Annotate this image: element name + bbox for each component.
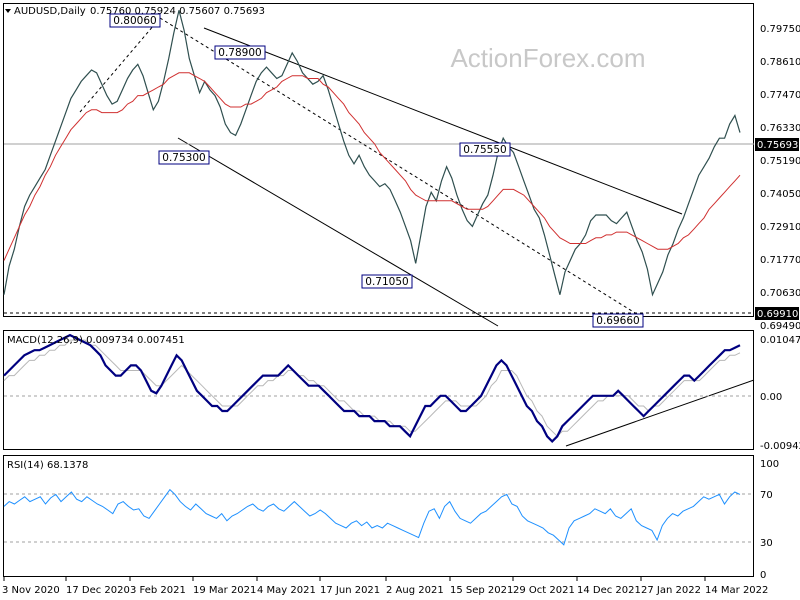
moving-average-line [3,72,741,261]
rsi-series-line [3,488,741,546]
x-tick-label: 3 Feb 2021 [130,585,186,596]
x-tick-label: 14 Mar 2022 [705,585,768,596]
rising-dashed-line [79,17,161,113]
price-series-line [3,10,741,297]
x-tick-label: 2 Aug 2021 [386,585,444,596]
price-tick: 0.74050 [760,189,800,200]
rsi-tick: 100 [760,459,779,470]
rsi-tick: 0 [760,570,766,581]
rsi-y-axis: RSI(14) 68.1378 100 70 30 0 [7,459,779,581]
rsi-tick: 30 [760,538,773,549]
svg-text:0.75693: 0.75693 [757,140,798,151]
annotation-trough-71050: 0.71050 [361,274,413,289]
price-tick: 0.75190 [760,156,800,167]
x-tick-label: 3 Nov 2020 [2,585,60,596]
upper-channel-line [203,27,683,215]
annotation-peak-75550: 0.75550 [459,142,511,157]
x-tick-label: 14 Dec 2021 [577,585,641,596]
svg-text:0.71050: 0.71050 [365,276,408,288]
price-tick: 0.69490 [760,321,800,332]
rsi-tick: 70 [760,490,773,501]
lower-channel-line [177,137,499,327]
macd-tick: -0.009426 [760,441,800,452]
macd-label: MACD(12,26,9) 0.009734 0.007451 [7,335,185,346]
price-y-axis: 0.79750 0.78610 0.77470 0.76330 0.75190 … [755,24,800,332]
x-tick-label: 15 Sep 2021 [450,585,513,596]
svg-text:0.69660: 0.69660 [596,315,639,327]
annotation-peak-78900: 0.78900 [214,45,266,60]
macd-y-axis: MACD(12,26,9) 0.009734 0.007451 0.010472… [7,335,800,452]
watermark: ActionForex.com [450,43,645,73]
x-axis: 3 Nov 2020 17 Dec 2020 3 Feb 2021 19 Mar… [2,577,768,596]
annotations: 0.80060 0.78900 0.75300 0.75550 0.71050 … [109,13,644,328]
macd-support-line [565,379,755,447]
current-price-badge: 0.75693 [755,138,799,151]
macd-tick: 0.010472 [760,335,800,346]
x-tick-label: 29 Oct 2021 [513,585,575,596]
x-tick-label: 17 Dec 2020 [66,585,130,596]
x-tick-label: 4 May 2021 [257,585,316,596]
rsi-panel-frame [3,455,754,577]
svg-text:0.69910: 0.69910 [757,309,798,320]
svg-text:0.78900: 0.78900 [218,47,261,59]
annotation-trough-69660: 0.69660 [592,313,644,328]
price-tick: 0.79750 [760,24,800,35]
chart-ohlc: 0.75760 0.75924 0.75607 0.75693 [90,6,265,17]
rsi-label: RSI(14) 68.1378 [7,460,88,471]
macd-main-line [3,333,741,443]
svg-text:0.75300: 0.75300 [162,152,205,164]
price-tick: 0.70630 [760,288,800,299]
chart-symbol: AUDUSD,Daily [14,6,86,17]
price-tick: 0.78610 [760,57,800,68]
svg-text:0.75550: 0.75550 [463,144,506,156]
macd-panel-frame [3,330,754,450]
x-tick-label: 17 Jun 2021 [320,585,380,596]
macd-tick: 0.00 [760,392,782,403]
annotation-peak-80060: 0.80060 [109,13,161,28]
annotation-trough-75300: 0.75300 [158,150,210,165]
svg-text:0.80060: 0.80060 [113,15,156,27]
price-tick: 0.77470 [760,90,800,101]
price-tick: 0.76330 [760,123,800,134]
dropdown-triangle-icon [5,9,11,13]
chart-header: AUDUSD,Daily 0.75760 0.75924 0.75607 0.7… [5,6,265,17]
price-tick: 0.71770 [760,255,800,266]
x-tick-label: 19 Mar 2021 [193,585,256,596]
support-price-badge: 0.69910 [755,307,799,320]
price-tick: 0.72910 [760,222,800,233]
x-tick-label: 27 Jan 2022 [641,585,701,596]
falling-dashed-line [159,17,641,317]
